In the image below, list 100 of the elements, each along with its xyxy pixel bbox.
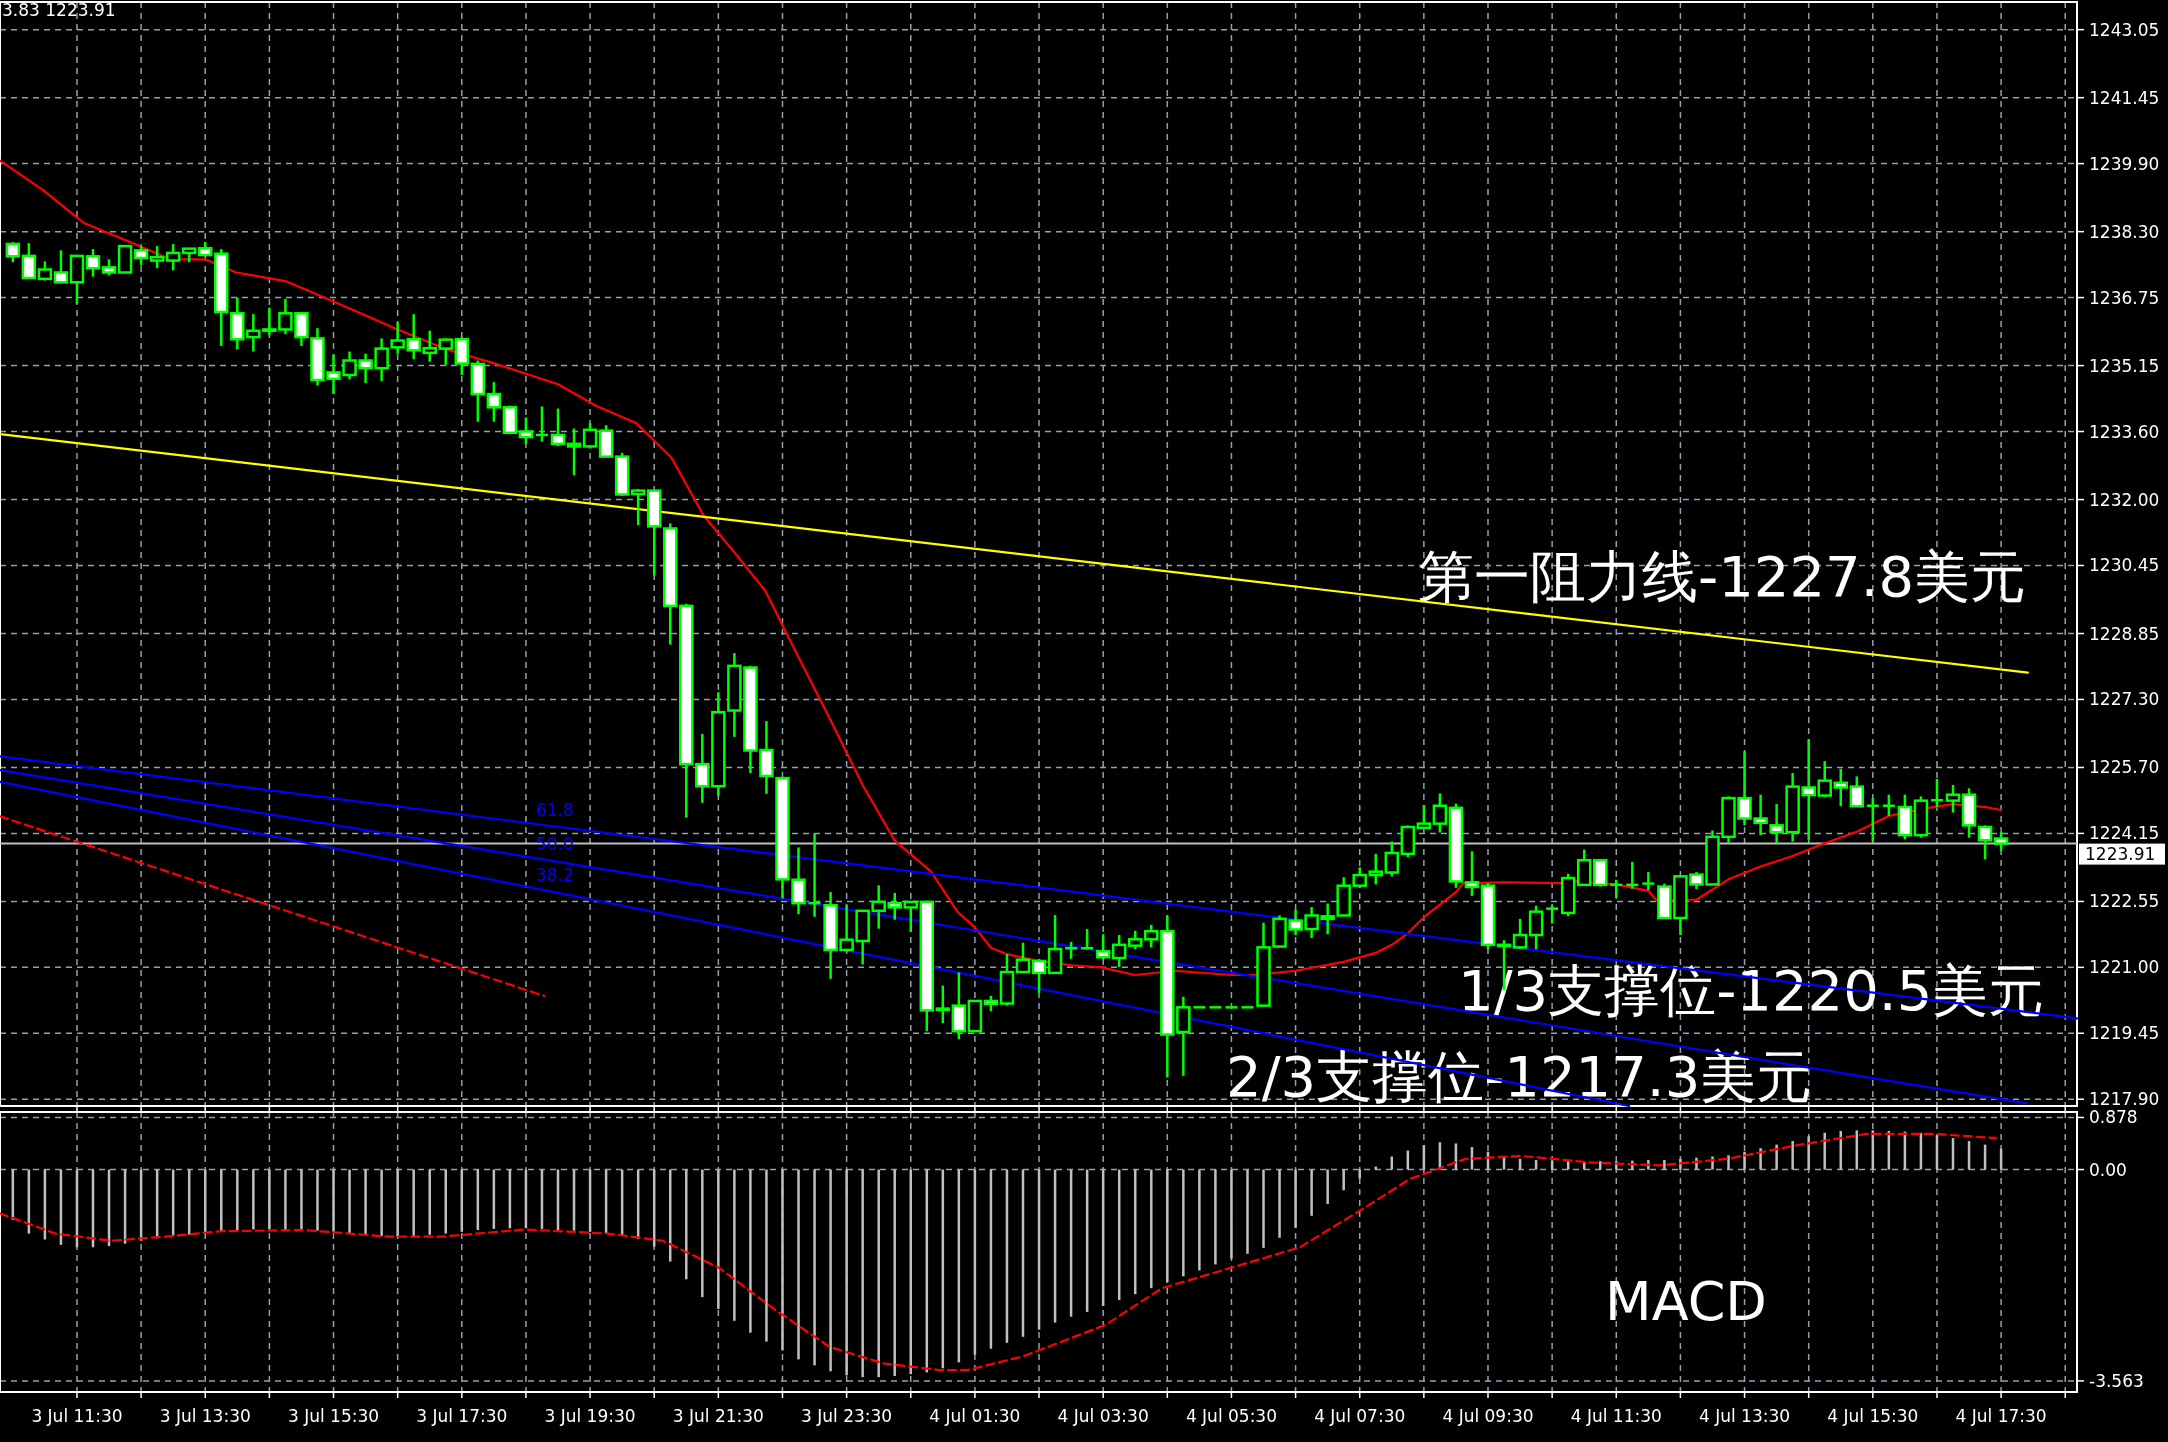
candlestick: [1384, 840, 1400, 878]
bar: [829, 1169, 832, 1372]
candlestick: [1015, 941, 1031, 974]
bar: [861, 1169, 864, 1378]
x-tick-label: 3 Jul 15:30: [287, 1406, 380, 1426]
annotation: 第一阻力线-1227.8美元: [1418, 544, 2027, 609]
bar: [765, 1169, 768, 1342]
y-tick-label: 1217.90: [2089, 1089, 2160, 1110]
candlestick: [1416, 803, 1432, 830]
candlestick: [1641, 870, 1656, 892]
candlestick: [1993, 830, 2009, 852]
candlestick: [165, 242, 181, 272]
bar: [1214, 1169, 1217, 1265]
candlestick: [133, 244, 149, 267]
y-tick-label: 1238.30: [2089, 221, 2160, 242]
bar: [797, 1169, 800, 1360]
bar: [1807, 1136, 1810, 1170]
candlestick: [582, 421, 598, 450]
y-tick-label: 1233.60: [2089, 421, 2160, 442]
x-tick-label: 4 Jul 11:30: [1570, 1406, 1662, 1426]
bar: [893, 1169, 896, 1376]
bar: [1791, 1141, 1794, 1170]
x-tick-label: 3 Jul 17:30: [416, 1406, 508, 1426]
y-tick-label: 1235.15: [2089, 355, 2160, 376]
candlestick: [53, 249, 69, 284]
candlestick: [518, 416, 534, 446]
bar: [1775, 1144, 1778, 1170]
candlestick: [1544, 904, 1560, 925]
x-tick-label: 3 Jul 21:30: [672, 1406, 764, 1426]
candlestick: [149, 244, 165, 270]
candlestick: [1977, 824, 1993, 861]
bar: [332, 1169, 335, 1232]
bar: [348, 1169, 351, 1234]
x-tick-label: 4 Jul 05:30: [1185, 1406, 1278, 1426]
bar: [1727, 1155, 1730, 1170]
y-tick-label: 1230.45: [2089, 555, 2160, 576]
bar: [412, 1169, 415, 1236]
bar: [1182, 1169, 1185, 1277]
bar: [1262, 1169, 1265, 1248]
y-tick-label: 1225.70: [2089, 757, 2160, 778]
bar: [252, 1169, 255, 1230]
y-tick-label: 1221.00: [2089, 957, 2160, 978]
candlestick: [5, 241, 21, 264]
series-label: 61.8: [535, 800, 574, 821]
y-tick-label: 1241.45: [2089, 87, 2160, 108]
y-tick-label: 1243.05: [2089, 19, 2160, 40]
bar: [1166, 1169, 1169, 1283]
y-tick-label: 1222.55: [2089, 891, 2160, 912]
x-tick-label: 3 Jul 19:30: [544, 1406, 636, 1426]
candlestick: [1368, 852, 1384, 886]
bar: [268, 1169, 271, 1230]
candlestick: [1031, 957, 1047, 995]
candlestick: [1127, 929, 1143, 951]
x-tick-label: 4 Jul 03:30: [1057, 1406, 1149, 1426]
y-tick-label: -3.563: [2089, 1370, 2144, 1391]
bar: [685, 1169, 688, 1280]
bar: [236, 1169, 239, 1231]
bar: [396, 1169, 399, 1237]
bar: [284, 1169, 287, 1231]
candlestick: [903, 900, 919, 934]
bar: [877, 1169, 880, 1378]
annotation: MACD: [1605, 1270, 1767, 1333]
bar: [1326, 1169, 1329, 1204]
series-label: 38.2: [535, 864, 574, 885]
bar: [1246, 1169, 1249, 1254]
bar: [1663, 1160, 1666, 1170]
x-tick-label: 3 Jul 23:30: [801, 1406, 893, 1426]
bar: [1278, 1169, 1281, 1238]
x-tick-label: 3 Jul 11:30: [31, 1406, 123, 1426]
candlestick: [1849, 775, 1865, 809]
y-tick-label: 1232.00: [2089, 489, 2160, 510]
x-tick-label: 4 Jul 13:30: [1698, 1406, 1791, 1426]
candlestick: [1512, 917, 1528, 951]
x-tick-label: 4 Jul 07:30: [1314, 1406, 1406, 1426]
candlestick: [630, 487, 646, 527]
bar: [845, 1169, 848, 1376]
bar: [300, 1169, 303, 1231]
candlestick: [486, 380, 502, 423]
candlestick: [1833, 767, 1849, 808]
y-tick-label: 1224.15: [2089, 823, 2160, 844]
x-tick-label: 4 Jul 17:30: [1955, 1406, 2047, 1426]
ref-line-label: 1223.91: [2085, 843, 2156, 864]
y-tick-label: 1227.30: [2089, 689, 2160, 710]
candlestick: [438, 337, 454, 367]
y-tick-label: 1239.90: [2089, 153, 2160, 174]
annotation: 3.83 1223.91: [2, 0, 116, 20]
candlestick: [1111, 933, 1127, 969]
candlestick: [21, 241, 37, 280]
x-tick-label: 4 Jul 01:30: [929, 1406, 1021, 1426]
bar: [701, 1169, 704, 1298]
bar: [220, 1169, 223, 1232]
candlestick: [85, 247, 101, 278]
x-tick-label: 4 Jul 09:30: [1442, 1406, 1534, 1426]
y-tick-label: 0.00: [2089, 1159, 2127, 1180]
bar: [428, 1169, 431, 1235]
bar: [1342, 1169, 1345, 1191]
x-tick-label: 4 Jul 15:30: [1827, 1406, 1919, 1426]
bar: [316, 1169, 319, 1231]
bar: [1150, 1169, 1153, 1289]
candlestick: [1528, 904, 1544, 951]
